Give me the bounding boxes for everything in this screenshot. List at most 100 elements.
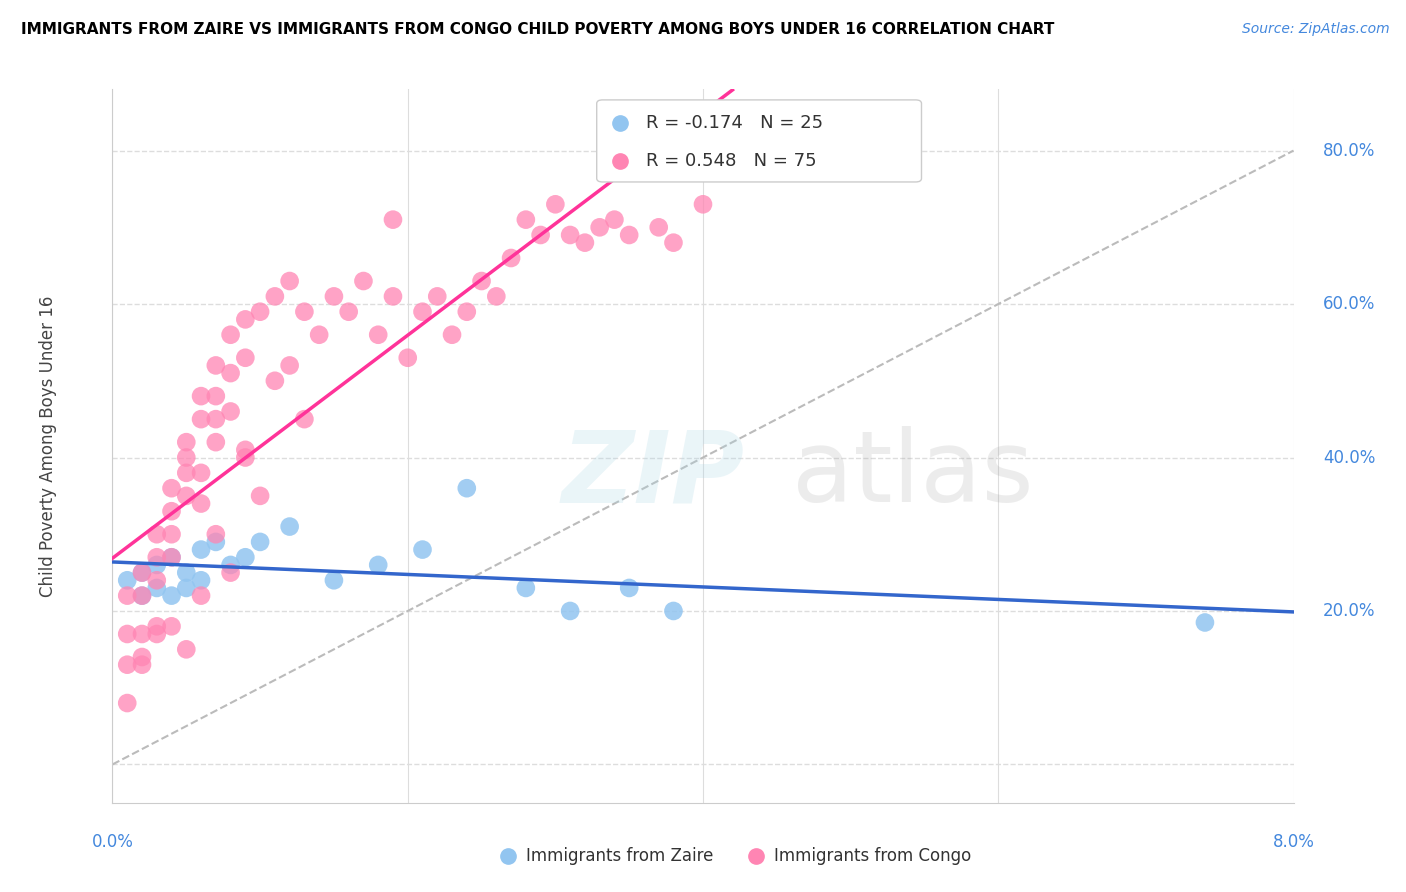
Text: IMMIGRANTS FROM ZAIRE VS IMMIGRANTS FROM CONGO CHILD POVERTY AMONG BOYS UNDER 16: IMMIGRANTS FROM ZAIRE VS IMMIGRANTS FROM… [21,22,1054,37]
Text: Immigrants from Congo: Immigrants from Congo [773,847,972,865]
Point [337,304,360,318]
Point [352,274,374,288]
Point [219,327,242,342]
Point [647,220,671,235]
Text: atlas: atlas [792,426,1033,523]
Point [160,527,183,541]
Point [529,227,551,242]
Point [264,289,287,303]
Point [367,558,389,572]
Point [249,535,271,549]
Point [560,227,582,242]
Point [233,450,256,465]
Point [117,589,138,603]
Point [117,696,138,710]
Point [264,374,287,388]
Point [662,604,685,618]
Text: Source: ZipAtlas.com: Source: ZipAtlas.com [1241,22,1389,37]
Point [190,497,212,511]
Text: 20.0%: 20.0% [1323,602,1375,620]
Point [131,589,153,603]
Point [131,627,153,641]
Point [131,566,153,580]
Point [131,589,153,603]
Point [174,466,197,480]
Point [219,404,242,418]
Point [205,535,228,549]
Text: 40.0%: 40.0% [1323,449,1375,467]
Point [117,574,138,588]
Point [292,412,315,426]
Point [190,589,212,603]
Point [160,589,183,603]
Point [146,627,169,641]
Text: R = -0.174   N = 25: R = -0.174 N = 25 [647,114,824,132]
Point [588,220,610,235]
Point [174,450,197,465]
Point [146,527,169,541]
Point [619,581,641,595]
Point [1194,615,1216,630]
Point [249,304,271,318]
Point [117,657,138,672]
Point [190,466,212,480]
Point [219,366,242,380]
Point [131,650,153,665]
Point [174,566,197,580]
Point [692,197,714,211]
Point [174,489,197,503]
Point [160,550,183,565]
Point [456,304,478,318]
Point [131,566,153,580]
Point [146,550,169,565]
Text: R = 0.548   N = 75: R = 0.548 N = 75 [647,152,817,169]
Point [205,527,228,541]
Point [278,274,301,288]
Point [233,312,256,326]
Point [560,604,582,618]
Point [233,351,256,365]
Point [574,235,596,250]
Point [396,351,419,365]
Point [190,389,212,403]
Point [205,435,228,450]
Point [146,558,169,572]
Point [233,550,256,565]
Point [205,412,228,426]
Point [146,574,169,588]
Point [174,642,197,657]
Point [471,274,494,288]
Point [619,227,641,242]
Point [382,212,405,227]
Point [501,251,523,265]
Point [308,327,330,342]
Point [190,542,212,557]
Point [190,412,212,426]
Point [219,566,242,580]
Point [146,581,169,595]
Point [131,657,153,672]
Point [515,581,537,595]
Point [160,619,183,633]
Point [426,289,449,303]
Point [190,574,212,588]
Point [292,304,315,318]
Point [662,235,685,250]
Point [412,542,434,557]
Text: 0.0%: 0.0% [91,833,134,852]
Point [174,435,197,450]
Point [544,197,567,211]
Point [278,519,301,533]
Point [249,489,271,503]
Text: Child Poverty Among Boys Under 16: Child Poverty Among Boys Under 16 [38,295,56,597]
Point [603,212,626,227]
Text: 80.0%: 80.0% [1323,142,1375,160]
Point [160,481,183,495]
Point [412,304,434,318]
Text: ZIP: ZIP [561,426,744,523]
Point [160,550,183,565]
Point [205,389,228,403]
Text: 60.0%: 60.0% [1323,295,1375,313]
Point [382,289,405,303]
Point [441,327,464,342]
